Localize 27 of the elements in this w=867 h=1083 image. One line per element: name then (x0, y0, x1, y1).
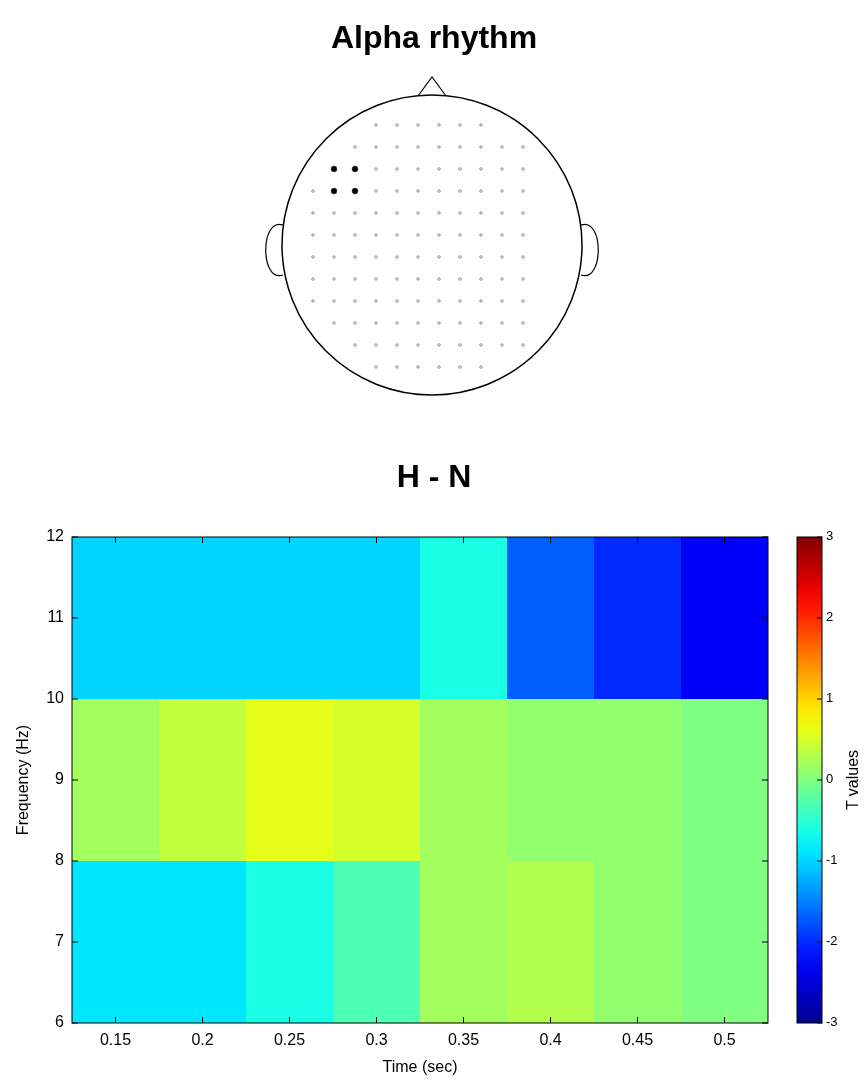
x-axis-title: Time (sec) (382, 1058, 458, 1075)
color-bar-title: T values (844, 749, 861, 811)
x-tick-label: 0.45 (621, 1031, 654, 1048)
x-tick-label: 0.4 (539, 1031, 562, 1048)
y-tick-label: 6 (55, 1013, 65, 1031)
x-tick-label: 0.3 (365, 1031, 388, 1048)
y-tick-label: 12 (46, 527, 65, 545)
y-tick-label: 9 (55, 770, 65, 788)
x-tick-label: 0.2 (191, 1031, 214, 1048)
x-tick-label: 0.5 (713, 1031, 736, 1048)
chart-subtitle: H - N (396, 458, 472, 494)
chart-title: Alpha rhythm (330, 19, 538, 55)
color-bar-label: 1 (826, 690, 834, 706)
color-bar-label: 2 (826, 609, 834, 625)
y-tick-label: 8 (55, 851, 65, 869)
color-bar-label: 3 (826, 528, 834, 544)
color-bar-label: -1 (826, 852, 838, 868)
x-tick-label: 0.25 (273, 1031, 306, 1048)
color-bar-label: -3 (826, 1014, 838, 1030)
y-tick-label: 7 (55, 932, 65, 950)
y-tick-label: 11 (47, 608, 65, 626)
color-bar-label: 0 (826, 771, 834, 787)
x-tick-label: 0.35 (447, 1031, 480, 1048)
color-bar-label: -2 (826, 933, 838, 949)
x-tick-label: 0.15 (99, 1031, 132, 1048)
y-axis-title: Frequency (Hz) (14, 724, 31, 836)
y-tick-label: 10 (46, 689, 65, 707)
